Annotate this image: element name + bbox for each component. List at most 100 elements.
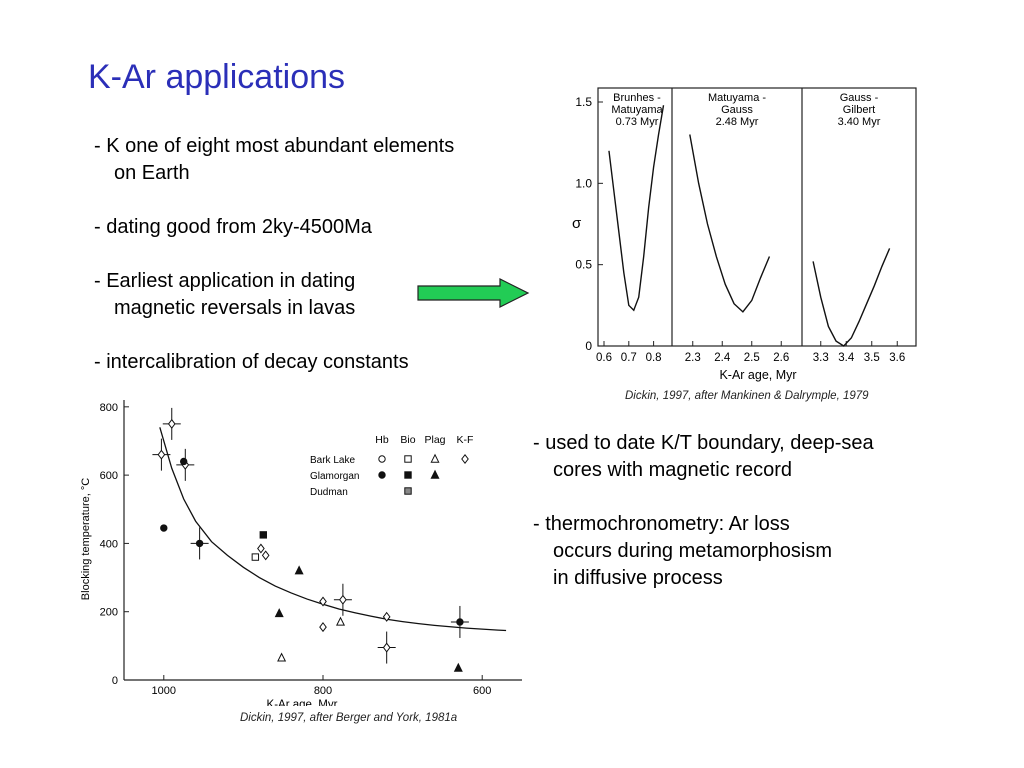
sigma-curve — [812, 248, 891, 347]
data-point — [456, 618, 464, 626]
panel-label: Gauss — [721, 104, 753, 116]
panel-label: 2.48 Myr — [716, 116, 759, 128]
y-tick-label: 0.5 — [575, 258, 592, 272]
x-tick-label: 0.8 — [646, 352, 662, 364]
slide-title: K-Ar applications — [88, 58, 346, 96]
bullet-text: - used to date K/T boundary, deep-sea — [533, 432, 874, 454]
x-tick-label: 800 — [314, 685, 332, 697]
bullet-text-cont: in diffusive process — [553, 567, 723, 589]
x-tick-label: 600 — [473, 685, 491, 697]
data-point — [180, 457, 188, 466]
bullet-text-cont: occurs during metamorphosism — [553, 540, 832, 562]
legend-column-label: Plag — [424, 434, 445, 446]
x-tick-label: 2.5 — [744, 352, 760, 364]
bullet-text: - Earliest application in dating — [94, 270, 356, 292]
data-point — [319, 596, 327, 607]
bullet-item: - used to date K/T boundary, deep-sea co… — [533, 430, 1003, 484]
data-point — [453, 662, 463, 672]
plot-frame — [597, 87, 917, 347]
y-axis-label: σ — [572, 215, 582, 232]
bullet-text-cont: on Earth — [114, 162, 190, 184]
x-tick-label: 3.4 — [838, 352, 855, 364]
x-tick-label: 3.3 — [813, 352, 829, 364]
x-tick-label: 2.4 — [714, 352, 731, 364]
legend-column-label: Bio — [400, 434, 415, 446]
x-axis-label: K-Ar age, Myr — [267, 699, 338, 706]
data-point — [378, 471, 386, 479]
data-point — [404, 487, 412, 495]
data-point — [251, 553, 260, 561]
data-point — [430, 469, 440, 479]
blocking-temperature-figure: 0 200 400 600 800 1000 800 600 K-Ar age, Myr Bloc… — [80, 400, 522, 706]
bullet-list-left: - K one of eight most abundant elements … — [94, 133, 524, 403]
data-point — [274, 608, 284, 618]
x-tick-label: 1000 — [152, 685, 176, 697]
y-tick-label: 0 — [585, 339, 592, 353]
fit-curve — [159, 427, 507, 632]
data-point — [160, 524, 168, 532]
data-point — [404, 455, 412, 463]
bullet-text: - K one of eight most abundant elements — [94, 135, 455, 157]
data-point — [195, 539, 204, 548]
data-point — [319, 622, 327, 633]
bullet-text: - intercalibration of decay constants — [94, 351, 409, 373]
x-tick-label: 3.6 — [889, 352, 905, 364]
bullet-item: - thermochronometry: Ar loss occurs duri… — [533, 511, 1003, 592]
data-point — [382, 642, 391, 653]
legend-row-label: Dudman — [310, 487, 348, 498]
x-tick-label: 2.6 — [773, 352, 789, 364]
y-tick-label: 600 — [100, 470, 118, 482]
data-point — [378, 455, 386, 463]
bullet-text: - dating good from 2ky-4500Ma — [94, 216, 372, 238]
figure-caption-top: Dickin, 1997, after Mankinen & Dalrymple… — [625, 390, 869, 402]
x-tick-label: 2.3 — [685, 352, 701, 364]
bullet-item: - K one of eight most abundant elements … — [94, 133, 524, 187]
bullet-item: - dating good from 2ky-4500Ma — [94, 214, 524, 241]
y-axis-label: Blocking temperature, °C — [80, 478, 92, 600]
data-point — [336, 616, 346, 626]
x-axis-label: K-Ar age, Myr — [719, 368, 796, 382]
data-point — [261, 550, 270, 561]
panel-label: Matuyama - — [708, 92, 766, 104]
panel-label: Gilbert — [843, 104, 875, 116]
panel-label: Brunhes - — [613, 92, 661, 104]
data-point — [339, 594, 347, 605]
data-point — [430, 453, 440, 463]
y-tick-label: 200 — [100, 607, 118, 619]
data-point — [157, 449, 166, 460]
y-tick-label: 400 — [100, 538, 118, 550]
data-point — [277, 652, 287, 662]
x-tick-label: 0.7 — [621, 352, 637, 364]
figure-caption-bottom: Dickin, 1997, after Berger and York, 198… — [240, 712, 458, 724]
y-tick-label: 1.5 — [575, 95, 592, 109]
data-point — [294, 565, 304, 575]
bullet-item: - Earliest application in dating magneti… — [94, 268, 524, 322]
legend-column-label: K-F — [457, 434, 474, 446]
panel-label: 0.73 Myr — [616, 116, 659, 128]
x-tick-label: 3.5 — [864, 352, 880, 364]
y-tick-label: 0 — [112, 675, 118, 687]
bullet-item: - intercalibration of decay constants — [94, 349, 524, 376]
data-point — [259, 531, 268, 539]
legend-row-label: Bark Lake — [310, 455, 355, 466]
bullet-text: - thermochronometry: Ar loss — [533, 513, 790, 535]
x-tick-label: 0.6 — [596, 352, 612, 364]
panel-label: Gauss - — [840, 92, 879, 104]
data-point — [167, 418, 176, 429]
y-tick-label: 1.0 — [575, 176, 592, 190]
data-point — [461, 453, 469, 465]
panel-label: Matuyama — [611, 104, 663, 116]
arrow-right-icon — [417, 278, 530, 308]
bullet-text-cont: magnetic reversals in lavas — [114, 297, 356, 319]
panel-label: 3.40 Myr — [838, 116, 881, 128]
y-tick-label: 800 — [100, 402, 118, 414]
bullet-text-cont: cores with magnetic record — [553, 459, 792, 481]
data-point — [257, 543, 265, 554]
data-point — [382, 611, 391, 622]
reversal-sigma-figure: 0 0.5 1.0 1.5 σ 0.6 0.7 0.8 Brunhes -Matuyama0.7… — [572, 87, 917, 382]
sigma-curve — [608, 105, 665, 312]
bullet-list-right: - used to date K/T boundary, deep-sea co… — [533, 430, 1003, 619]
data-point — [404, 471, 412, 479]
legend-row-label: Glamorgan — [310, 471, 359, 482]
legend-column-label: Hb — [375, 434, 389, 446]
